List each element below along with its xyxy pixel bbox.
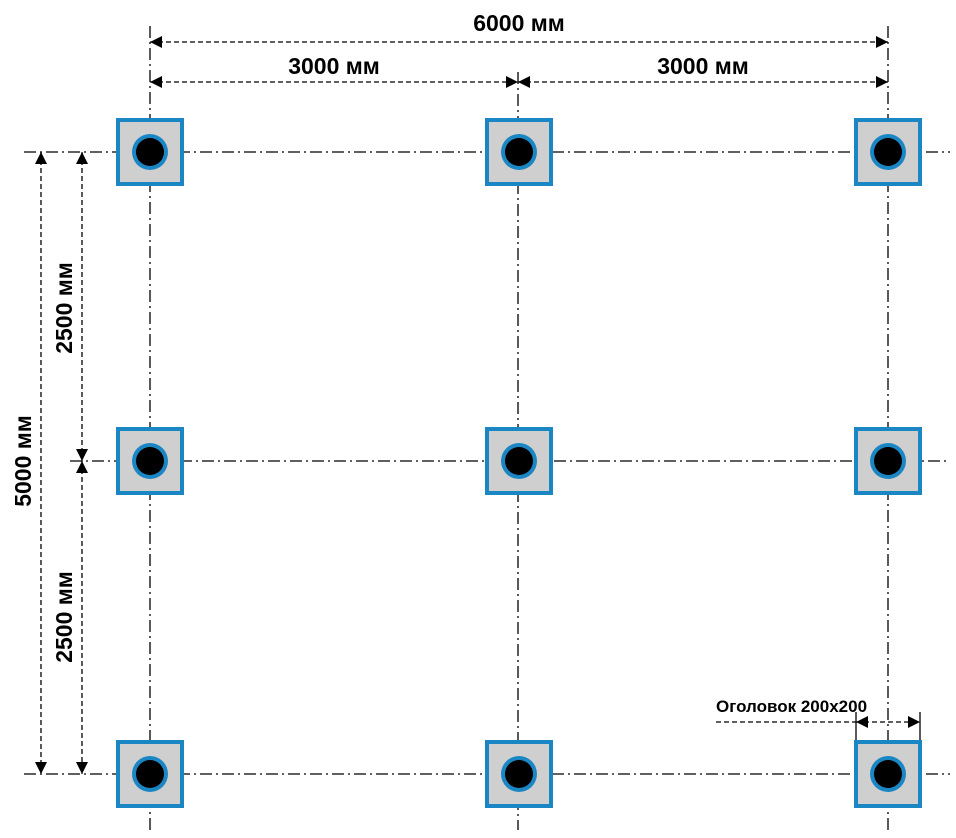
label-cap-size: Оголовок 200х200: [716, 697, 867, 716]
pile-core: [505, 447, 533, 475]
pile-cap: [854, 740, 922, 808]
pile-cap-plate: [854, 427, 922, 495]
pile-cap: [116, 740, 184, 808]
pile-caps: [116, 118, 922, 808]
pile-cap: [116, 427, 184, 495]
pile-cap: [485, 118, 553, 186]
label-span-left: 3000 мм: [288, 53, 380, 79]
pile-cap: [854, 427, 922, 495]
label-total-width: 6000 мм: [473, 10, 565, 36]
pile-cap: [485, 427, 553, 495]
pile-core: [505, 760, 533, 788]
pile-core: [136, 760, 164, 788]
pile-core: [874, 138, 902, 166]
pile-core: [136, 447, 164, 475]
label-span-top: 2500 мм: [51, 262, 77, 354]
label-span-bottom: 2500 мм: [51, 571, 77, 663]
dimension-labels: 6000 мм 3000 мм 3000 мм 5000 мм 2500 мм …: [10, 10, 867, 716]
pile-cap: [854, 118, 922, 186]
pile-cap: [485, 740, 553, 808]
label-total-height: 5000 мм: [10, 415, 36, 507]
pile-core: [874, 760, 902, 788]
pile-core: [505, 138, 533, 166]
dimension-lines: [35, 36, 921, 774]
pile-core: [136, 138, 164, 166]
pile-cap: [116, 118, 184, 186]
label-span-right: 3000 мм: [657, 53, 749, 79]
pile-core: [874, 447, 902, 475]
